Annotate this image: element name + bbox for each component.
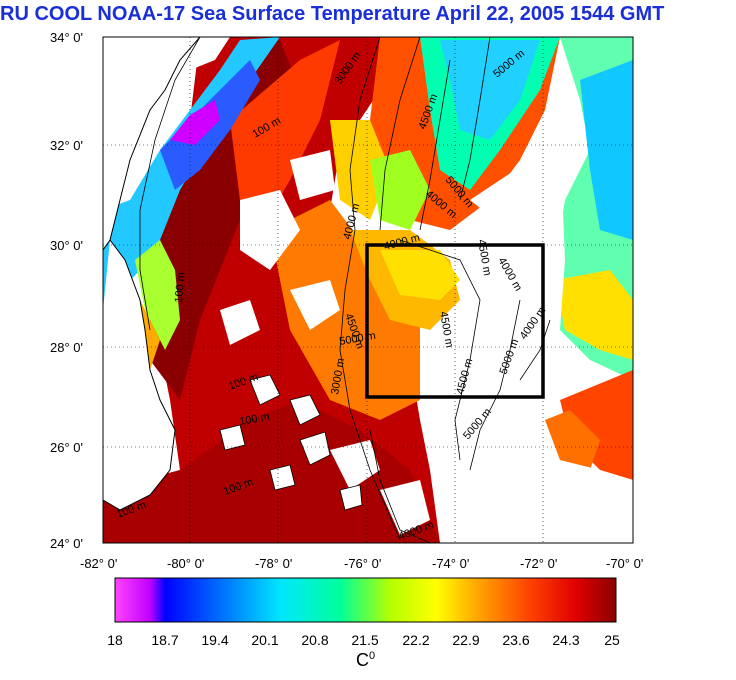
colorbar-label: 20.1 xyxy=(251,632,279,648)
lon-label: -80° 0' xyxy=(167,556,205,571)
colorbar-label: 24.3 xyxy=(552,632,580,648)
sst-field xyxy=(103,37,633,543)
lat-label: 32° 0' xyxy=(50,138,83,153)
colorbar-unit: C0 xyxy=(356,650,375,671)
lon-label: -78° 0' xyxy=(255,556,293,571)
colorbar xyxy=(114,577,617,623)
lon-label: -72° 0' xyxy=(520,556,558,571)
lat-label: 26° 0' xyxy=(50,440,83,455)
study-area-box xyxy=(365,243,545,399)
map-title: RU COOL NOAA-17 Sea Surface Temperature … xyxy=(0,3,665,25)
colorbar-label: 20.8 xyxy=(301,632,329,648)
lat-label: 24° 0' xyxy=(50,536,83,551)
colorbar-unit-superscript: 0 xyxy=(369,650,376,662)
colorbar-label: 18 xyxy=(107,632,123,648)
colorbar-label: 21.5 xyxy=(351,632,379,648)
colorbar-label: 23.6 xyxy=(502,632,530,648)
lat-label: 28° 0' xyxy=(50,340,83,355)
colorbar-label: 22.2 xyxy=(402,632,430,648)
colorbar-label: 22.9 xyxy=(452,632,480,648)
lon-label: -70° 0' xyxy=(606,556,644,571)
colorbar-label: 18.7 xyxy=(151,632,179,648)
contour-label: 100 m xyxy=(238,411,270,428)
lon-label: -76° 0' xyxy=(344,556,382,571)
lat-label: 34° 0' xyxy=(50,30,83,45)
colorbar-label: 25 xyxy=(604,632,620,648)
colorbar-unit-text: C xyxy=(356,650,369,670)
lon-label: -74° 0' xyxy=(432,556,470,571)
contour-label: 100 m xyxy=(173,272,188,304)
lat-label: 30° 0' xyxy=(50,238,83,253)
colorbar-label: 19.4 xyxy=(201,632,229,648)
lon-label: -82° 0' xyxy=(80,556,118,571)
